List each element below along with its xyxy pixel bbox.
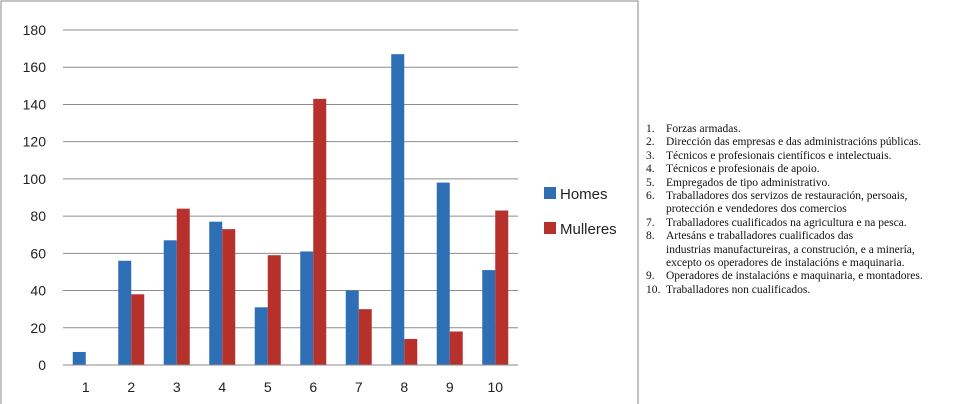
note-text: Dirección das empresas e das administrac… [666, 136, 958, 149]
bar-homes-9 [436, 182, 450, 365]
x-tick-label: 3 [173, 379, 181, 395]
note-line: Técnicos e profesionais de apoio. [666, 163, 820, 176]
note-item: 5. Empregados de tipo administrativo. [646, 177, 958, 190]
bar-homes-7 [345, 290, 359, 365]
note-text: Artesáns e traballadores cualificados da… [666, 230, 958, 270]
note-line: industrias manufactureiras, a construció… [666, 243, 915, 256]
x-tick-label: 5 [264, 379, 272, 395]
note-item: 10. Traballadores non cualificados. [646, 284, 958, 297]
note-number: 7. [646, 216, 655, 229]
y-tick-label: 0 [38, 357, 46, 373]
bar-homes-4 [209, 221, 223, 365]
bar-homes-10 [482, 270, 496, 365]
note-line: protección e vendedores dos comercios [666, 203, 847, 216]
note-item: 7. Traballadores cualificados na agricult… [646, 217, 958, 230]
legend-swatch-homes [544, 187, 556, 199]
y-tick-label: 160 [23, 59, 47, 75]
note-item: 2. Dirección das empresas e das administr… [646, 136, 958, 149]
note-text: Forzas armadas. [666, 123, 958, 136]
note-number: 1. [646, 123, 655, 135]
note-line: Forzas armadas. [666, 123, 741, 135]
x-tick-label: 9 [446, 379, 454, 395]
note-number: 8. [646, 230, 655, 243]
y-axis-ticks: 0 20 40 60 80 100 120 140 160 180 [23, 22, 47, 373]
bar-homes-8 [391, 54, 405, 365]
legend: Homes Mulleres [544, 186, 617, 238]
x-tick-label: 8 [400, 379, 408, 395]
bar-mulleres-7 [358, 309, 372, 365]
note-line: Artesáns e traballadores cualificados da… [666, 230, 854, 243]
note-line: Dirección das empresas e das administrac… [666, 136, 922, 149]
x-tick-label: 4 [218, 379, 226, 395]
x-tick-label: 10 [487, 379, 503, 395]
bar-mulleres-8 [404, 338, 418, 365]
note-line: Traballadores dos servizos de restauraci… [666, 190, 908, 203]
x-tick-label: 2 [127, 379, 135, 395]
legend-label-homes: Homes [560, 186, 608, 203]
note-text: Técnicos e profesionais de apoio. [666, 163, 958, 176]
note-line: Técnicos e profesionais científicos e in… [666, 149, 892, 162]
note-number: 6. [646, 190, 655, 203]
bar-mulleres-2 [131, 294, 145, 365]
note-text: Traballadores cualificados na agricultur… [666, 217, 958, 230]
x-tick-label: 1 [82, 379, 90, 395]
note-line: Operadores de instalacións e maquinaria,… [666, 270, 923, 283]
x-tick-label: 7 [355, 379, 363, 395]
note-text: Operadores de instalacións e maquinaria,… [666, 270, 958, 283]
legend-label-mulleres: Mulleres [560, 221, 617, 238]
y-tick-label: 120 [23, 134, 47, 150]
note-line: Empregados de tipo administrativo. [666, 176, 831, 189]
x-tick-label: 6 [309, 379, 317, 395]
bar-mulleres-3 [176, 208, 190, 365]
bar-homes-6 [300, 251, 314, 365]
bar-chart: 0 20 40 60 80 100 120 140 160 180 1 2 3 4 5 6 7 8 9 10 Hom… [0, 0, 639, 404]
note-line: excepto os operadores de instalacións e … [666, 257, 905, 270]
note-number: 10. [646, 283, 661, 296]
bar-homes-2 [118, 260, 132, 365]
note-number: 3. [646, 149, 655, 162]
y-tick-label: 40 [30, 283, 46, 299]
y-tick-label: 60 [30, 245, 46, 261]
note-text: Traballadores dos servizos de restauraci… [666, 190, 958, 217]
note-item: 4. Técnicos e profesionais de apoio. [646, 163, 958, 176]
bar-homes-3 [163, 240, 177, 365]
note-line: Traballadores non cualificados. [666, 283, 811, 296]
note-number: 5. [646, 176, 655, 189]
note-item: 9. Operadores de instalacións e maquinari… [646, 270, 958, 283]
y-tick-label: 180 [23, 22, 47, 38]
bar-mulleres-6 [313, 98, 327, 365]
legend-swatch-mulleres [544, 222, 556, 234]
bar-homes-5 [254, 307, 268, 365]
note-text: Técnicos e profesionais científicos e in… [666, 150, 958, 163]
note-item: 1. Forzas armadas. [646, 123, 958, 136]
gridlines [63, 29, 518, 329]
note-line: Traballadores cualificados na agricultur… [666, 216, 907, 229]
y-tick-label: 100 [23, 171, 47, 187]
note-item: 3. Técnicos e profesionais científicos e … [646, 150, 958, 163]
note-number: 4. [646, 163, 655, 176]
y-tick-label: 20 [30, 320, 46, 336]
y-tick-label: 80 [30, 208, 46, 224]
bar-mulleres-9 [449, 331, 463, 365]
bar-mulleres-5 [267, 255, 281, 365]
note-item: 6. Traballadores dos servizos de restaura… [646, 190, 958, 217]
note-number: 2. [646, 136, 655, 149]
bars [72, 54, 509, 365]
category-notes: 1. Forzas armadas. 2. Dirección das empresa… [646, 123, 958, 297]
note-number: 9. [646, 270, 655, 283]
bar-mulleres-4 [222, 229, 236, 365]
bar-mulleres-10 [495, 210, 509, 365]
bar-homes-1 [72, 351, 86, 365]
y-tick-label: 140 [23, 96, 47, 112]
note-text: Empregados de tipo administrativo. [666, 177, 958, 190]
x-axis-ticks: 1 2 3 4 5 6 7 8 9 10 [82, 379, 503, 395]
note-item: 8. Artesáns e traballadores cualificados … [646, 230, 958, 270]
note-text: Traballadores non cualificados. [666, 284, 958, 297]
